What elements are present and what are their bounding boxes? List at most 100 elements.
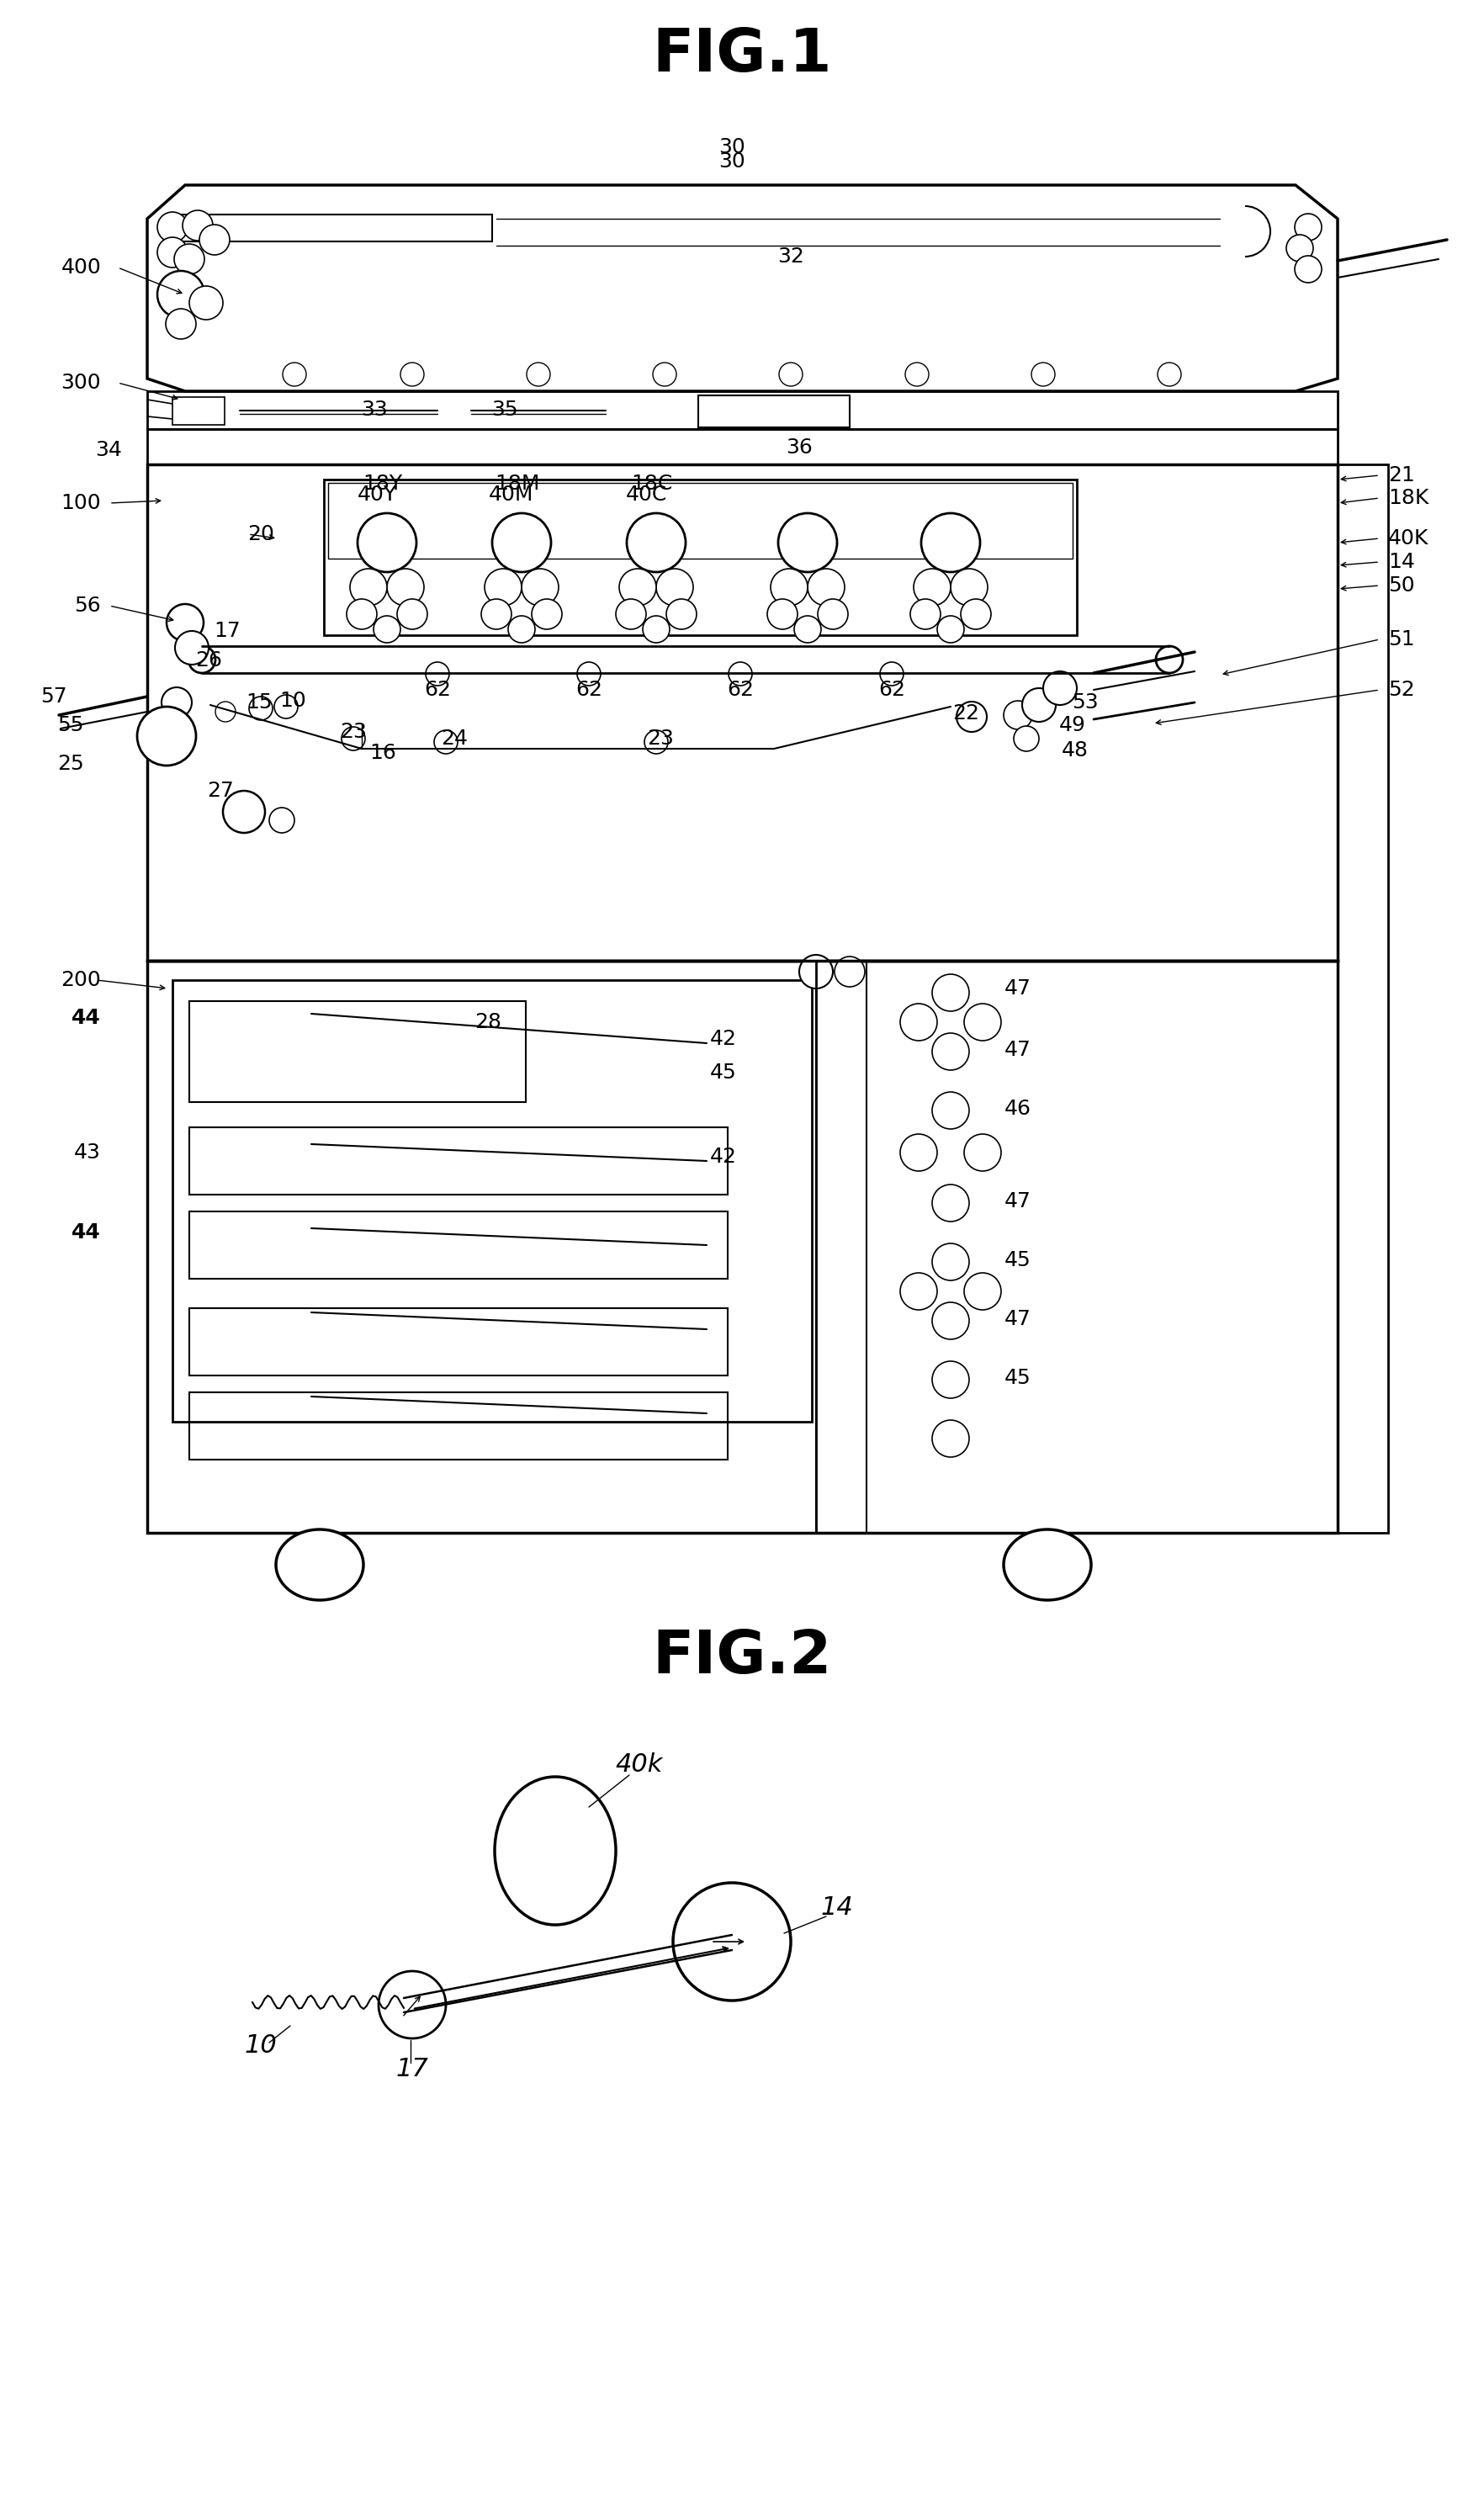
Bar xyxy=(1337,464,1388,1532)
Circle shape xyxy=(901,1133,938,1171)
Circle shape xyxy=(282,364,306,386)
Text: 57: 57 xyxy=(40,687,67,707)
Circle shape xyxy=(378,1971,445,2038)
Circle shape xyxy=(901,1003,938,1040)
Circle shape xyxy=(644,730,668,755)
Circle shape xyxy=(626,514,686,572)
Circle shape xyxy=(1294,256,1322,283)
Text: 42: 42 xyxy=(709,1028,738,1048)
Text: 47: 47 xyxy=(1005,1040,1031,1060)
Text: 25: 25 xyxy=(58,755,85,775)
Text: 49: 49 xyxy=(1060,714,1086,735)
Text: 52: 52 xyxy=(1388,679,1414,699)
Text: 45: 45 xyxy=(1005,1369,1031,1389)
Circle shape xyxy=(922,514,979,572)
Text: 40Y: 40Y xyxy=(358,484,396,504)
Circle shape xyxy=(778,514,837,572)
Circle shape xyxy=(932,1361,969,1399)
Circle shape xyxy=(175,632,209,664)
Text: 56: 56 xyxy=(74,597,101,617)
Text: 18Y: 18Y xyxy=(364,474,402,494)
Circle shape xyxy=(643,617,669,642)
Text: 40M: 40M xyxy=(490,484,534,504)
Circle shape xyxy=(249,697,273,720)
Circle shape xyxy=(401,364,424,386)
Text: 300: 300 xyxy=(61,374,101,394)
Circle shape xyxy=(807,569,844,607)
Circle shape xyxy=(938,617,965,642)
Text: 17: 17 xyxy=(396,2058,429,2081)
Bar xyxy=(328,484,1073,559)
Circle shape xyxy=(1156,647,1183,672)
Text: 33: 33 xyxy=(361,399,387,419)
Text: 45: 45 xyxy=(1005,1251,1031,1271)
Bar xyxy=(172,980,812,1421)
Text: 15: 15 xyxy=(246,692,273,712)
Circle shape xyxy=(199,226,230,256)
Circle shape xyxy=(183,211,212,241)
Circle shape xyxy=(770,569,807,607)
Circle shape xyxy=(157,271,205,318)
Circle shape xyxy=(932,1183,969,1221)
Circle shape xyxy=(794,617,821,642)
Text: 62: 62 xyxy=(727,679,754,699)
Circle shape xyxy=(619,569,656,607)
Circle shape xyxy=(1287,236,1313,261)
Text: 18K: 18K xyxy=(1388,489,1429,509)
Circle shape xyxy=(485,569,521,607)
Text: 30: 30 xyxy=(718,138,745,158)
Text: 30: 30 xyxy=(718,150,745,170)
Circle shape xyxy=(965,1133,1002,1171)
Circle shape xyxy=(137,707,196,765)
Circle shape xyxy=(1003,702,1033,730)
Circle shape xyxy=(341,727,365,750)
Circle shape xyxy=(905,364,929,386)
Text: 40K: 40K xyxy=(1388,529,1429,549)
Circle shape xyxy=(674,1883,791,2001)
Circle shape xyxy=(910,599,941,629)
Bar xyxy=(147,429,1337,464)
Circle shape xyxy=(188,647,215,672)
Circle shape xyxy=(398,599,427,629)
Text: 44: 44 xyxy=(71,1008,101,1028)
Circle shape xyxy=(779,364,803,386)
Circle shape xyxy=(834,958,865,988)
Bar xyxy=(147,960,1337,1532)
Circle shape xyxy=(960,599,991,629)
Circle shape xyxy=(387,569,424,607)
Circle shape xyxy=(932,1093,969,1128)
Text: 24: 24 xyxy=(441,730,467,750)
Text: 21: 21 xyxy=(1388,466,1414,486)
Bar xyxy=(147,391,1337,429)
Circle shape xyxy=(965,1003,1002,1040)
Bar xyxy=(190,1128,727,1196)
Circle shape xyxy=(358,514,417,572)
Text: 34: 34 xyxy=(95,441,122,461)
Bar xyxy=(172,396,224,424)
Ellipse shape xyxy=(276,1529,364,1599)
Bar xyxy=(147,464,1337,960)
Circle shape xyxy=(1043,672,1077,704)
Text: 14: 14 xyxy=(1388,552,1414,572)
Text: 23: 23 xyxy=(340,722,367,742)
Circle shape xyxy=(767,599,797,629)
Circle shape xyxy=(616,599,646,629)
Circle shape xyxy=(269,807,294,832)
Text: 100: 100 xyxy=(61,494,101,514)
Text: 10: 10 xyxy=(245,2033,278,2058)
Text: 47: 47 xyxy=(1005,1191,1031,1211)
Text: 45: 45 xyxy=(711,1063,738,1083)
Circle shape xyxy=(932,1243,969,1281)
Text: 32: 32 xyxy=(778,246,804,266)
Ellipse shape xyxy=(1003,1529,1091,1599)
Circle shape xyxy=(880,662,904,684)
Circle shape xyxy=(215,702,236,722)
Bar xyxy=(190,1391,727,1459)
Text: 17: 17 xyxy=(214,622,240,642)
Circle shape xyxy=(932,1033,969,1070)
Circle shape xyxy=(521,569,558,607)
Bar xyxy=(699,396,850,426)
Ellipse shape xyxy=(494,1777,616,1925)
Circle shape xyxy=(531,599,562,629)
Text: 62: 62 xyxy=(424,679,451,699)
